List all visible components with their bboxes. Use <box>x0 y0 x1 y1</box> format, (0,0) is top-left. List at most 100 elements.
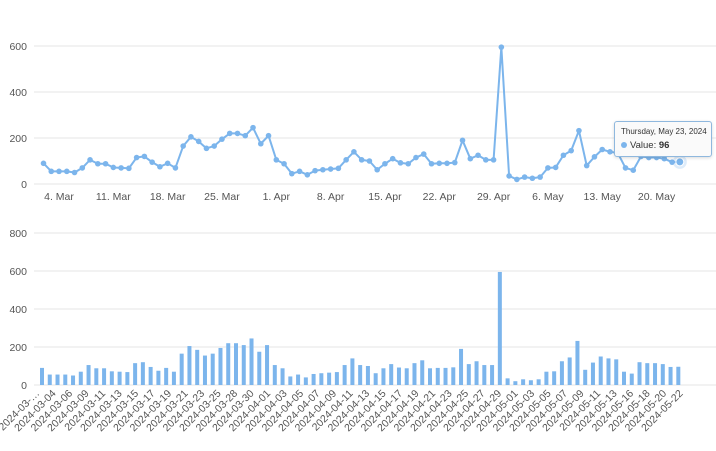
bar <box>497 271 502 385</box>
bar-chart-y-axis: 0 200 400 600 800 <box>9 228 27 392</box>
x-tick-label: 8. Apr <box>317 191 345 203</box>
bar <box>171 371 176 385</box>
data-point <box>157 163 163 170</box>
y-tick-label: 0 <box>21 380 27 392</box>
bar <box>443 367 448 385</box>
tooltip-value-row: Value: 96 <box>621 140 669 151</box>
bar <box>63 374 68 385</box>
data-point <box>568 147 574 154</box>
data-point <box>405 160 412 167</box>
y-tick-label: 200 <box>9 342 27 354</box>
data-point <box>351 149 357 155</box>
x-tick-label: 20. May <box>638 191 676 203</box>
line-chart-series[interactable] <box>40 44 687 183</box>
bar <box>559 361 564 385</box>
data-point <box>203 145 210 152</box>
bar <box>218 347 223 385</box>
data-point <box>71 169 78 176</box>
bar <box>78 371 83 385</box>
data-point <box>514 176 520 183</box>
data-point <box>335 165 342 172</box>
bar <box>459 348 464 385</box>
data-point <box>498 44 505 50</box>
bar <box>435 367 440 385</box>
bar <box>358 365 363 385</box>
data-point <box>599 146 606 153</box>
bar <box>474 361 479 385</box>
tooltip-series-label: Value: <box>630 140 657 151</box>
data-point <box>164 160 171 167</box>
data-point <box>172 165 179 171</box>
data-point <box>273 157 280 163</box>
bar <box>466 364 471 385</box>
data-point <box>234 130 241 137</box>
data-point <box>343 157 349 163</box>
x-tick-label: 22. Apr <box>423 191 457 203</box>
bar <box>583 369 588 385</box>
data-point <box>312 167 318 174</box>
bar <box>653 363 658 385</box>
data-point <box>63 168 70 175</box>
y-tick-label: 400 <box>9 87 27 99</box>
data-point <box>675 157 685 167</box>
data-point <box>529 175 536 182</box>
x-tick-label: 4. Mar <box>44 191 74 203</box>
bar <box>179 353 184 385</box>
line-chart-x-axis: 4. Mar 11. Mar 18. Mar 25. Mar 1. Apr 8. Apr 1… <box>44 191 676 203</box>
x-tick-label: 6. May <box>532 191 564 203</box>
data-point <box>358 157 365 163</box>
bar <box>334 372 339 385</box>
bar-chart-series[interactable] <box>40 271 681 385</box>
bar <box>55 374 60 385</box>
data-point <box>389 155 396 162</box>
data-point <box>257 140 264 147</box>
data-point <box>374 166 380 173</box>
bar <box>47 374 52 385</box>
data-point <box>320 166 326 173</box>
data-point <box>40 160 47 167</box>
data-point <box>607 149 613 155</box>
bar <box>342 365 347 385</box>
y-tick-label: 600 <box>9 41 27 53</box>
data-point <box>195 138 202 145</box>
bar <box>528 380 533 385</box>
data-point <box>444 160 450 167</box>
bar <box>303 377 308 385</box>
bar <box>536 379 541 385</box>
bar <box>195 349 200 385</box>
bar <box>241 345 246 385</box>
y-tick-label: 600 <box>9 266 27 278</box>
bar-chart-x-axis: 2024-03-…2024-03-042024-03-062024-03-092… <box>0 388 686 435</box>
data-point <box>149 159 155 165</box>
bar <box>676 366 681 385</box>
bar <box>660 364 665 385</box>
bar <box>202 355 207 385</box>
bar <box>86 365 91 385</box>
bar <box>102 368 107 385</box>
bar <box>109 371 114 385</box>
data-point <box>219 136 225 142</box>
bar <box>404 368 409 385</box>
data-point <box>95 160 101 167</box>
tooltip-date: Thursday, May 23, 2024 <box>621 127 707 136</box>
bar <box>513 381 518 385</box>
bar <box>614 359 619 385</box>
bar <box>272 365 277 385</box>
data-point <box>545 165 551 171</box>
data-point <box>537 174 543 180</box>
bar <box>373 373 378 385</box>
bar <box>187 346 192 385</box>
bar <box>71 375 76 385</box>
bar <box>389 364 394 385</box>
bar <box>451 367 456 385</box>
data-point <box>630 167 637 173</box>
data-point <box>141 153 148 160</box>
bar <box>482 365 487 385</box>
data-point <box>622 165 629 171</box>
data-point <box>226 130 233 137</box>
data-point <box>102 160 109 167</box>
data-point <box>467 155 474 162</box>
data-point <box>180 143 186 149</box>
data-point <box>591 154 598 160</box>
bar <box>590 362 595 385</box>
